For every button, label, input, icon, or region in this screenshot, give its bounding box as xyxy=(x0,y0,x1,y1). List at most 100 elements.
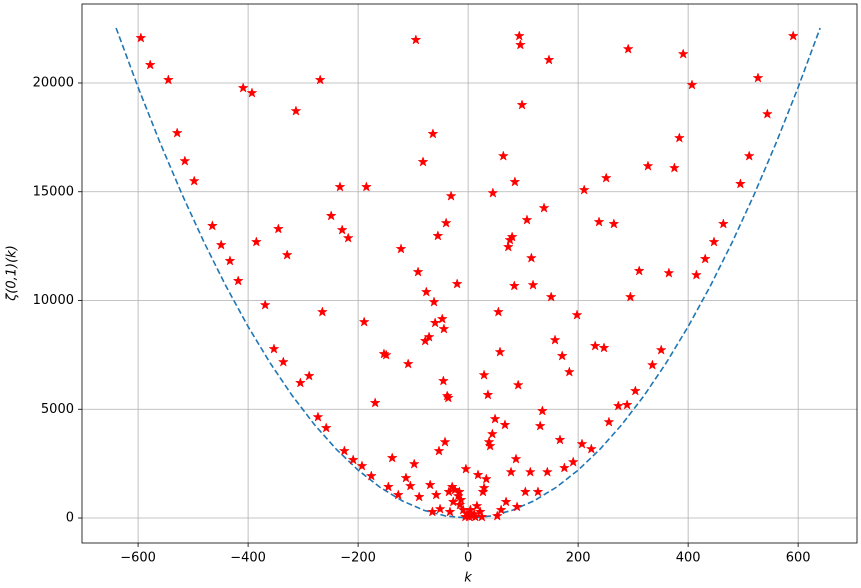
point xyxy=(549,334,561,345)
point xyxy=(471,500,483,511)
point xyxy=(563,366,575,377)
point xyxy=(464,504,476,515)
point xyxy=(472,469,484,480)
point xyxy=(567,456,579,467)
point xyxy=(358,316,370,327)
point xyxy=(668,162,680,173)
point xyxy=(509,176,521,187)
point xyxy=(612,400,624,411)
point xyxy=(442,392,454,403)
point xyxy=(502,241,514,252)
point xyxy=(408,458,420,469)
point xyxy=(417,156,429,167)
point xyxy=(717,218,729,229)
point xyxy=(761,108,773,119)
point xyxy=(272,223,284,234)
point xyxy=(512,379,524,390)
point xyxy=(629,385,641,396)
point xyxy=(480,473,492,484)
point xyxy=(622,43,634,54)
point xyxy=(734,178,746,189)
point xyxy=(259,299,271,310)
point xyxy=(487,187,499,198)
point xyxy=(342,232,354,243)
point xyxy=(303,370,315,381)
point xyxy=(585,443,597,454)
point xyxy=(646,359,658,370)
point xyxy=(484,440,496,451)
point xyxy=(514,39,526,50)
x-tick-label: −200 xyxy=(340,551,376,566)
y-axis-label: ζ(0,1)(k) xyxy=(5,245,20,302)
point xyxy=(325,210,337,221)
point xyxy=(420,286,432,297)
point xyxy=(499,419,511,430)
point xyxy=(513,30,525,41)
point xyxy=(277,356,289,367)
point xyxy=(400,472,412,483)
point xyxy=(708,236,720,247)
point xyxy=(495,504,507,515)
point xyxy=(386,452,398,463)
y-tick-label: 5000 xyxy=(41,402,74,417)
point xyxy=(608,218,620,229)
point xyxy=(527,279,539,290)
point xyxy=(413,491,425,502)
point xyxy=(600,172,612,183)
point xyxy=(392,489,404,500)
point xyxy=(290,105,302,116)
point xyxy=(489,413,501,424)
point xyxy=(444,506,456,517)
point xyxy=(787,30,799,41)
point xyxy=(434,503,446,514)
point xyxy=(743,150,755,161)
point xyxy=(494,346,506,357)
point xyxy=(492,306,504,317)
point xyxy=(554,434,566,445)
point xyxy=(655,344,667,355)
point xyxy=(558,462,570,473)
point xyxy=(440,217,452,228)
point xyxy=(571,309,583,320)
point xyxy=(525,252,537,263)
point xyxy=(491,510,503,521)
point xyxy=(516,99,528,110)
x-tick-label: 400 xyxy=(676,551,701,566)
y-tick-label: 15000 xyxy=(33,184,74,199)
point xyxy=(250,236,262,247)
point xyxy=(519,486,531,497)
point xyxy=(338,445,350,456)
point xyxy=(215,239,227,250)
point xyxy=(538,202,550,213)
point xyxy=(510,453,522,464)
point xyxy=(428,296,440,307)
point xyxy=(511,501,523,512)
point xyxy=(312,411,324,422)
point xyxy=(424,479,436,490)
point xyxy=(453,486,465,497)
point xyxy=(429,317,441,328)
point xyxy=(451,278,463,289)
point xyxy=(673,132,685,143)
point xyxy=(427,128,439,139)
point xyxy=(486,428,498,439)
point xyxy=(677,48,689,59)
point xyxy=(505,466,517,477)
point xyxy=(598,342,610,353)
x-tick-label: −600 xyxy=(120,551,156,566)
point xyxy=(316,306,328,317)
point xyxy=(752,72,764,83)
point xyxy=(455,494,467,505)
point xyxy=(686,79,698,90)
point xyxy=(144,59,156,70)
point xyxy=(460,463,472,474)
point xyxy=(179,155,191,166)
point xyxy=(447,496,459,507)
point xyxy=(524,466,536,477)
point xyxy=(433,445,445,456)
point xyxy=(224,255,236,266)
point xyxy=(534,420,546,431)
point xyxy=(532,486,544,497)
point xyxy=(410,34,422,45)
x-axis-label: k xyxy=(464,571,472,586)
